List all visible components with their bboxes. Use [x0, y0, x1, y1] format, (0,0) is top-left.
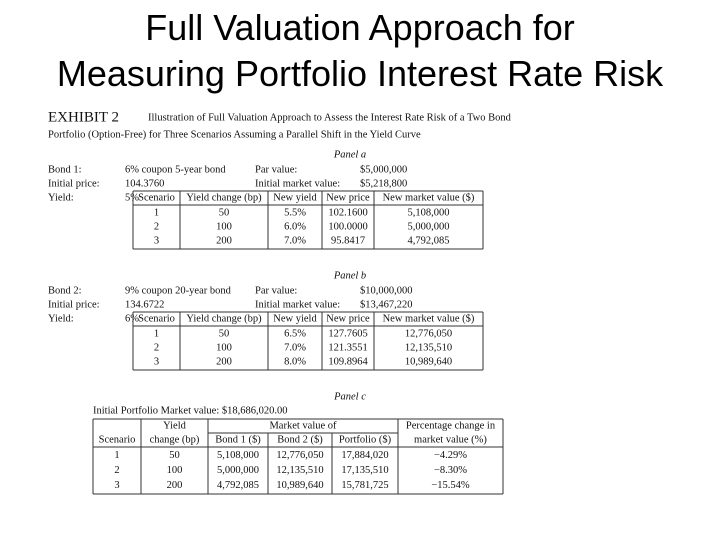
table-header: Scenario: [99, 434, 136, 445]
table-cell: 3: [114, 480, 119, 491]
table-header: New yield: [273, 313, 317, 324]
table-cell: 17,884,020: [341, 450, 388, 461]
title: Measuring Portfolio Interest Rate Risk: [57, 53, 664, 94]
table-cell: 1: [154, 207, 159, 218]
bond-info: 6%: [125, 313, 139, 324]
table-header: Percentage change in: [406, 420, 496, 431]
table-cell: 2: [114, 465, 119, 476]
table-cell: 10,989,640: [276, 480, 323, 491]
table-header: Bond 1 ($): [215, 434, 261, 445]
bond-info: 134.6722: [125, 299, 164, 310]
table-header: New market value ($): [383, 313, 475, 324]
exhibit-caption: Portfolio (Option-Free) for Three Scenar…: [48, 129, 421, 140]
table-cell: 200: [216, 356, 232, 367]
table-cell: −15.54%: [431, 480, 470, 491]
table-cell: 100: [216, 342, 232, 353]
table-cell: 15,781,725: [341, 480, 388, 491]
table-cell: 200: [216, 235, 232, 246]
table-cell: 12,776,050: [405, 328, 452, 339]
table-cell: 1: [114, 450, 119, 461]
table-cell: 127.7605: [328, 328, 367, 339]
exhibit-caption: Illustration of Full Valuation Approach …: [148, 112, 512, 123]
table-cell: 100: [216, 221, 232, 232]
bond-info: $5,000,000: [360, 164, 407, 175]
bond-info: Bond 2:: [48, 285, 82, 296]
portfolio-note: Initial Portfolio Market value: $18,686,…: [93, 405, 288, 416]
table-cell: 17,135,510: [341, 465, 388, 476]
table-cell: 10,989,640: [405, 356, 452, 367]
table-header: Scenario: [138, 192, 175, 203]
table-header: New price: [326, 313, 370, 324]
bond-info: Bond 1:: [48, 164, 82, 175]
table-cell: 3: [154, 235, 159, 246]
bond-info: Par value:: [255, 285, 297, 296]
bond-info: Yield:: [48, 192, 74, 203]
table-cell: 5,108,000: [217, 450, 259, 461]
panel-label: Panel b: [333, 270, 366, 281]
table-cell: 4,792,085: [217, 480, 259, 491]
table-cell: 6.0%: [284, 221, 306, 232]
table-cell: 3: [154, 356, 159, 367]
table-cell: −8.30%: [434, 465, 467, 476]
table-cell: 50: [169, 450, 180, 461]
table-header: Yield: [163, 420, 186, 431]
bond-info: Initial price:: [48, 299, 100, 310]
bond-info: Initial market value:: [255, 299, 340, 310]
table-header: Yield change (bp): [186, 313, 262, 324]
table-cell: 5.5%: [284, 207, 306, 218]
table-cell: 12,135,510: [276, 465, 323, 476]
bond-info: $5,218,800: [360, 178, 407, 189]
exhibit-label: EXHIBIT 2: [48, 109, 119, 125]
table-cell: 4,792,085: [408, 235, 450, 246]
table-header: New price: [326, 192, 370, 203]
table-cell: 102.1600: [328, 207, 367, 218]
table-header: Yield change (bp): [186, 192, 262, 203]
table-cell: 100.0000: [328, 221, 367, 232]
table-header: Bond 2 ($): [277, 434, 323, 445]
table-cell: 95.8417: [331, 235, 365, 246]
title: Full Valuation Approach for: [145, 7, 575, 48]
table-cell: 1: [154, 328, 159, 339]
table-cell: 7.0%: [284, 235, 306, 246]
table-header: market value (%): [414, 434, 487, 445]
bond-info: 104.3760: [125, 178, 164, 189]
bond-info: 6% coupon 5-year bond: [125, 164, 226, 175]
table-cell: 2: [154, 221, 159, 232]
table-cell: 5,000,000: [408, 221, 450, 232]
table-header: New market value ($): [383, 192, 475, 203]
table-header: Scenario: [138, 313, 175, 324]
table-cell: −4.29%: [434, 450, 467, 461]
table-cell: 200: [167, 480, 183, 491]
bond-info: 9% coupon 20-year bond: [125, 285, 232, 296]
table-cell: 50: [219, 328, 230, 339]
table-header: Market value of: [269, 420, 337, 431]
table-cell: 50: [219, 207, 230, 218]
bond-info: 5%: [125, 192, 139, 203]
table-cell: 12,776,050: [276, 450, 323, 461]
table-cell: 100: [167, 465, 183, 476]
bond-info: Initial price:: [48, 178, 100, 189]
table-cell: 5,000,000: [217, 465, 259, 476]
bond-info: Yield:: [48, 313, 74, 324]
table-cell: 7.0%: [284, 342, 306, 353]
table-header: Portfolio ($): [339, 434, 392, 445]
table-header: New yield: [273, 192, 317, 203]
table-cell: 12,135,510: [405, 342, 452, 353]
panel-label: Panel c: [333, 391, 366, 402]
bond-info: Initial market value:: [255, 178, 340, 189]
table-cell: 8.0%: [284, 356, 306, 367]
table-cell: 2: [154, 342, 159, 353]
table-cell: 121.3551: [328, 342, 367, 353]
table-header: change (bp): [150, 434, 200, 445]
table-cell: 6.5%: [284, 328, 306, 339]
table-cell: 109.8964: [328, 356, 368, 367]
bond-info: $13,467,220: [360, 299, 413, 310]
bond-info: $10,000,000: [360, 285, 413, 296]
panel-label: Panel a: [333, 149, 366, 160]
table-cell: 5,108,000: [408, 207, 450, 218]
bond-info: Par value:: [255, 164, 297, 175]
